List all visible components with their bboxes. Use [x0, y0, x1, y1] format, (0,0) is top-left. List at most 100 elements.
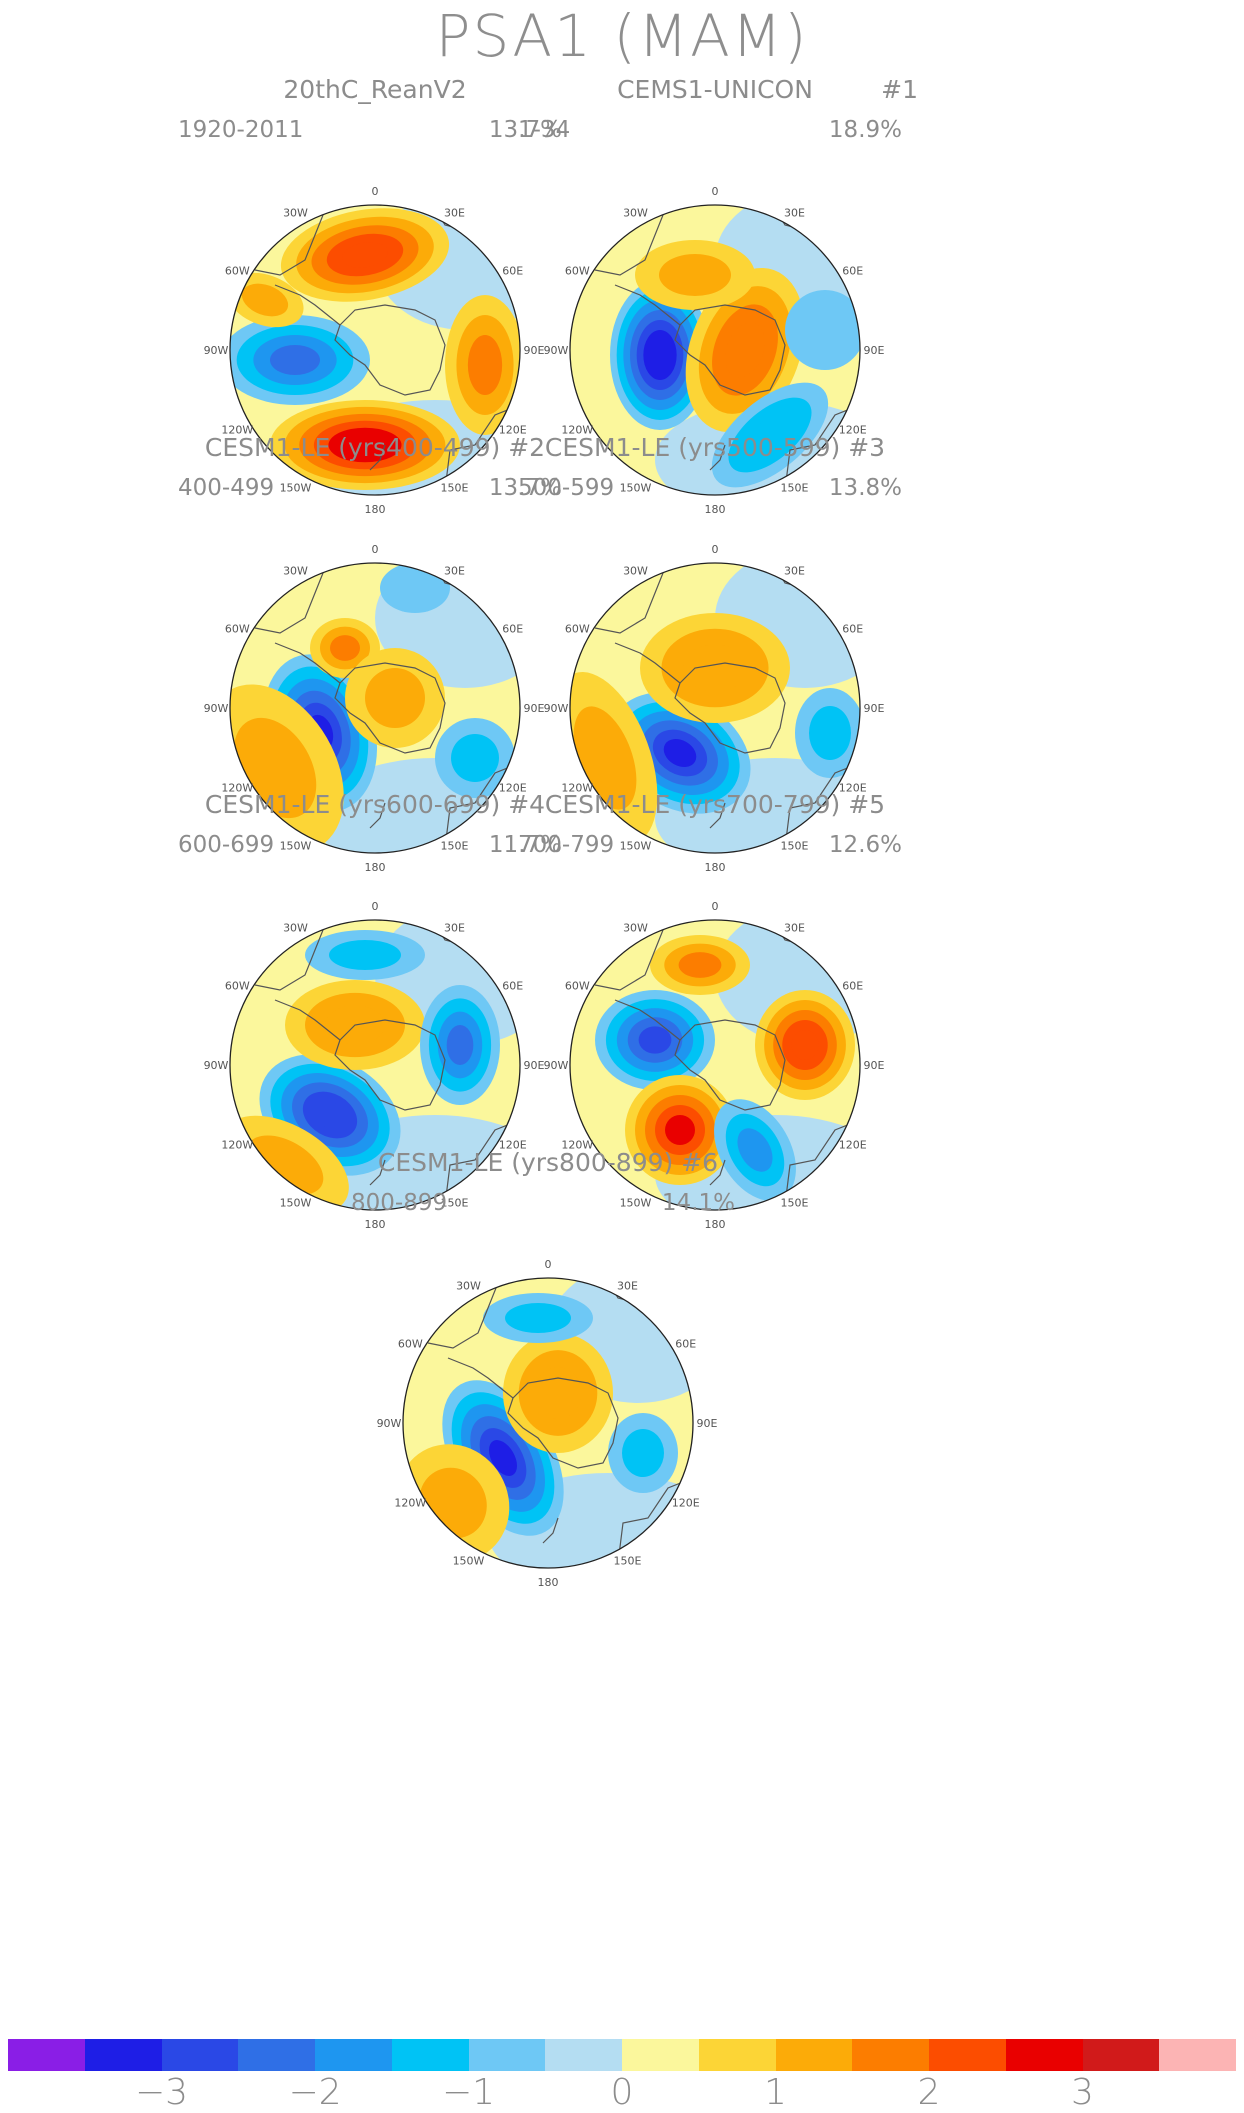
longitude-label: 30E: [784, 564, 805, 577]
australia-coastline: [617, 1477, 693, 1564]
longitude-label: 90W: [204, 344, 229, 357]
anomaly-contour: [313, 1101, 347, 1129]
panel-title: CESM1-LE (yrs700-799) #5: [480, 790, 950, 819]
map-boundary-circle: [569, 919, 861, 1211]
anomaly-contour: [791, 1030, 819, 1060]
australia-coastline: [784, 762, 860, 849]
longitude-label: 90E: [864, 344, 885, 357]
longitude-label: 30E: [784, 921, 805, 934]
polar-stereographic-map: 0 30E 60E 90E 120E 150E 180 150W 120W 90W 60W 30W: [377, 1258, 718, 1589]
australia-coastline: [444, 404, 520, 491]
new-zealand-coastline: [709, 802, 726, 829]
longitude-label: 150W: [280, 840, 312, 853]
map-boundary-circle: [569, 204, 861, 496]
longitude-label: 30W: [623, 206, 648, 219]
longitude-label: 60E: [842, 623, 863, 636]
colorbar-swatch: [1082, 2039, 1160, 2071]
australia-coastline: [444, 1119, 520, 1206]
longitude-label: 180: [705, 503, 726, 516]
panel-variance-percent: 18.9%: [828, 117, 902, 143]
longitude-label: 150W: [280, 482, 312, 495]
longitude-label: 120W: [561, 424, 593, 437]
panel-title-text: CEMS1-UNICON: [617, 75, 813, 104]
longitude-label: 30W: [283, 564, 308, 577]
panel-title: CESM1-LE (yrs500-599) #3: [480, 433, 950, 462]
longitude-label: 120W: [221, 424, 253, 437]
longitude-label: 120W: [561, 782, 593, 795]
anomaly-contour: [241, 283, 289, 317]
longitude-label: 120E: [839, 424, 867, 437]
anomaly-contour: [342, 242, 388, 268]
longitude-label: 120W: [221, 1139, 253, 1152]
colorbar-swatch: [238, 2039, 315, 2071]
polar-stereographic-map: 0 30E 60E 90E 120E 150E 180 150W 120W 90W 60W 30W: [204, 900, 545, 1231]
anomaly-contour: [682, 644, 748, 692]
colorbar-swatch: [161, 2039, 239, 2071]
polar-stereographic-map: 0 30E 60E 90E 120E 150E 180 150W 120W 90W 60W 30W: [204, 543, 545, 874]
panel-years: 400-499: [178, 475, 275, 501]
anomaly-contour: [534, 1367, 582, 1419]
colorbar-tick-label: −3: [134, 2072, 189, 2113]
polar-stereographic-map: 0 30E 60E 90E 120E 150E 180 150W 120W 90W 60W 30W: [544, 543, 885, 874]
longitude-label: 30E: [617, 1279, 638, 1292]
longitude-label: 0: [545, 1258, 552, 1271]
longitude-label: 90E: [864, 702, 885, 715]
colorbar-swatch: [468, 2039, 546, 2071]
new-zealand-coastline: [369, 802, 386, 829]
panel-title-text: CESM1-LE (yrs500-599): [544, 433, 841, 462]
new-zealand-coastline: [709, 1159, 726, 1186]
longitude-label: 90W: [544, 344, 569, 357]
longitude-label: 90E: [697, 1417, 718, 1430]
anomaly-contour: [650, 340, 670, 370]
anomaly-contour: [270, 345, 320, 375]
longitude-label: 150E: [441, 1197, 469, 1210]
panel-years: 1920-2011: [178, 117, 304, 143]
longitude-label: 180: [705, 861, 726, 874]
colorbar-swatch: [698, 2039, 776, 2071]
antarctica-coastline: [334, 1019, 446, 1111]
australia-coastline: [784, 404, 860, 491]
anomaly-contour: [622, 1429, 664, 1477]
map-boundary-circle: [229, 204, 521, 496]
longitude-label: 30W: [283, 206, 308, 219]
longitude-label: 0: [712, 543, 719, 556]
antarctic-peninsula-coastline: [447, 1357, 514, 1399]
panel-title: CESM1-LE (yrs800-899) #6: [313, 1148, 783, 1177]
longitude-label: 60W: [565, 623, 590, 636]
longitude-label: 90W: [377, 1417, 402, 1430]
anomaly-contour: [659, 254, 731, 296]
map-panel: CESM1-LE (yrs800-899) #6 800-899 14.1% 0 30E…: [313, 1148, 783, 1628]
colorbar-swatch: [775, 2039, 853, 2071]
longitude-label: 90W: [204, 702, 229, 715]
longitude-label: 150E: [441, 840, 469, 853]
map-boundary-circle: [402, 1277, 694, 1569]
panel-variance-percent: 14.1%: [661, 1190, 735, 1216]
new-zealand-coastline: [709, 444, 726, 471]
map-boundary-circle: [229, 562, 521, 854]
colorbar-swatch: [545, 2039, 622, 2071]
colorbar: [8, 2039, 1236, 2071]
antarctic-peninsula-coastline: [614, 284, 681, 326]
anomaly-contour: [467, 335, 503, 395]
anomaly-contour: [725, 322, 765, 378]
panel-title-text: CESM1-LE (yrs600-699): [204, 790, 501, 819]
anomaly-contour: [394, 573, 436, 603]
australia-coastline: [444, 762, 520, 849]
figure-title: PSA1 (MAM): [435, 2, 809, 70]
polar-stereographic-map: 0 30E 60E 90E 120E 150E 180 150W 120W 90W 60W 30W: [544, 185, 885, 516]
map-boundary-circle: [229, 919, 521, 1211]
colorbar-swatch: [84, 2039, 162, 2071]
antarctic-peninsula-coastline: [274, 284, 341, 326]
anomaly-contour: [330, 635, 360, 661]
longitude-label: 90W: [204, 1059, 229, 1072]
antarctica-coastline: [674, 304, 786, 396]
panel-years: 800-899: [351, 1190, 448, 1216]
longitude-label: 150E: [614, 1555, 642, 1568]
panel-title-text: 20thC_ReanV2: [283, 75, 467, 104]
colorbar-swatch: [391, 2039, 469, 2071]
anomaly-contour: [665, 1115, 695, 1145]
new-zealand-coastline: [369, 1159, 386, 1186]
colorbar-swatch: [1005, 2039, 1083, 2071]
map-panel: 20thC_ReanV2 1920-2011 13.7% 0 30E 60E 90E 120E…: [140, 75, 610, 555]
longitude-label: 150W: [620, 1197, 652, 1210]
